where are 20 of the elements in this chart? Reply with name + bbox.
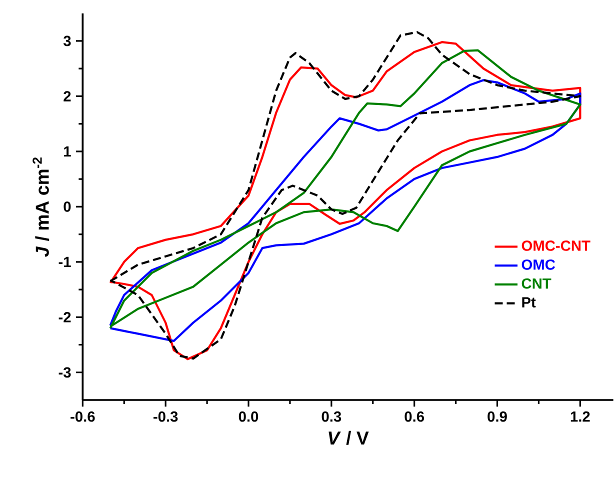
y-tick-label: 1	[64, 146, 71, 156]
y-tick-label: -2	[58, 312, 71, 322]
y-axis-title: J / mA cm$^{-2}$	[32, 157, 50, 257]
y-tick-label: -1	[58, 256, 71, 267]
legend-label: Pt	[522, 297, 536, 308]
y-tick-label: 0	[64, 201, 71, 212]
y-tick-label: -3	[58, 367, 71, 378]
y-tick-label: 2	[64, 91, 71, 102]
legend-label: OMC	[522, 259, 556, 270]
x-tick-label: 0.3	[322, 411, 342, 422]
legend-label: CNT	[522, 278, 552, 289]
y-tick-label: 3	[63, 36, 71, 46]
x-tick-label: 0.6	[404, 411, 424, 422]
x-tick-label: 1.2	[570, 411, 590, 422]
x-axis-title: V / V	[328, 430, 369, 445]
x-tick-label: -0.6	[70, 411, 95, 422]
x-tick-label: 0.0	[238, 411, 258, 422]
legend-label: OMC-CNT	[522, 240, 590, 251]
x-tick-label: -0.3	[154, 411, 178, 422]
x-tick-label: 0.9	[488, 411, 507, 422]
